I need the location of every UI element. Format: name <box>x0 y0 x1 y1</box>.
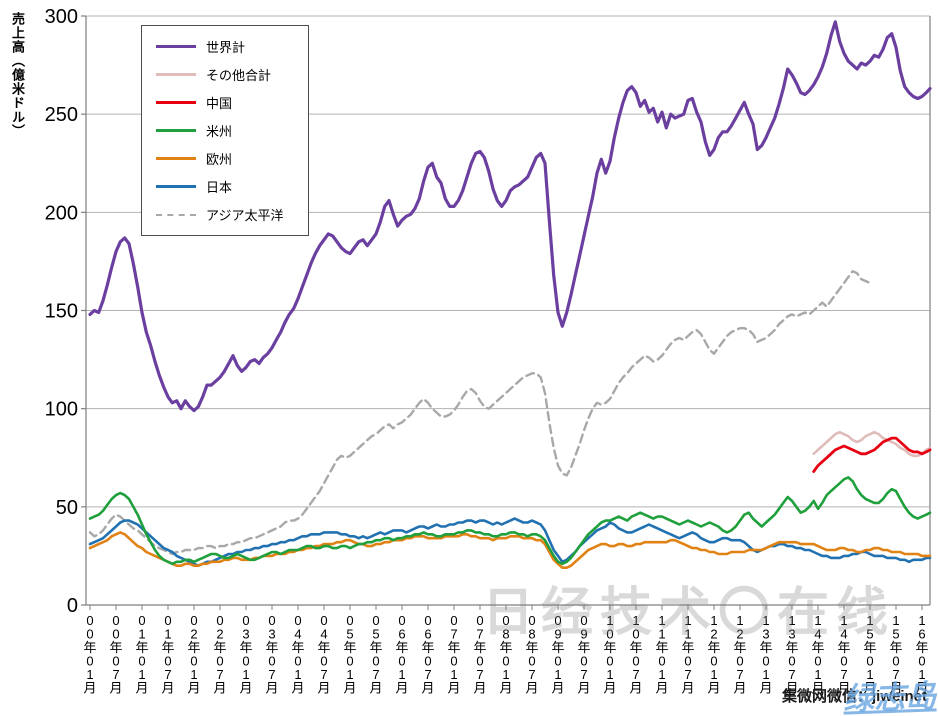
asia-pacific-line-swatch <box>156 213 196 216</box>
series-line-4 <box>88 531 932 570</box>
legend-label: 中国 <box>206 95 233 111</box>
others-line-swatch <box>156 72 196 76</box>
americas-line-swatch <box>156 128 196 132</box>
series-line-0 <box>88 20 932 413</box>
watermark-jiweinet: 集微网微信：jiweinet <box>782 688 928 705</box>
legend-item-others: その他合計 <box>142 65 308 84</box>
legend-item-world: 世界計 <box>142 37 308 56</box>
y-tick-label: 0 <box>67 595 78 617</box>
legend-label: 欧州 <box>206 152 233 168</box>
y-tick-label: 150 <box>45 301 78 323</box>
legend-item-europe: 欧州 <box>142 149 308 168</box>
y-tick-label: 200 <box>45 202 78 224</box>
series-line-1 <box>812 430 932 458</box>
y-axis-title: 売上高（億米ドル） <box>10 12 25 138</box>
series-line-2 <box>812 436 932 473</box>
world-line-swatch <box>156 44 196 48</box>
legend: 世界計 その他合計 中国 米州 欧州 日本 アジア太平洋 <box>141 25 309 236</box>
legend-label: 日本 <box>206 180 233 196</box>
legend-label: 世界計 <box>206 39 246 55</box>
legend-item-china: 中国 <box>142 93 308 112</box>
legend-item-americas: 米州 <box>142 121 308 140</box>
y-tick-label: 250 <box>45 104 78 126</box>
legend-label: その他合計 <box>206 67 272 83</box>
y-tick-label: 100 <box>45 399 78 421</box>
watermark-blue-script: 绿志岛 <box>842 678 937 716</box>
series-line-6 <box>88 270 872 556</box>
series-line-5 <box>88 517 932 568</box>
legend-item-japan: 日本 <box>142 177 308 196</box>
china-line-swatch <box>156 100 196 104</box>
europe-line-swatch <box>156 157 196 161</box>
legend-label: アジア太平洋 <box>206 208 284 224</box>
japan-line-swatch <box>156 185 196 189</box>
series-line-3 <box>88 476 932 566</box>
y-tick-label: 50 <box>56 497 78 519</box>
y-tick-label: 300 <box>45 6 78 28</box>
legend-item-asia-pacific: アジア太平洋 <box>142 205 308 224</box>
legend-label: 米州 <box>206 123 233 139</box>
